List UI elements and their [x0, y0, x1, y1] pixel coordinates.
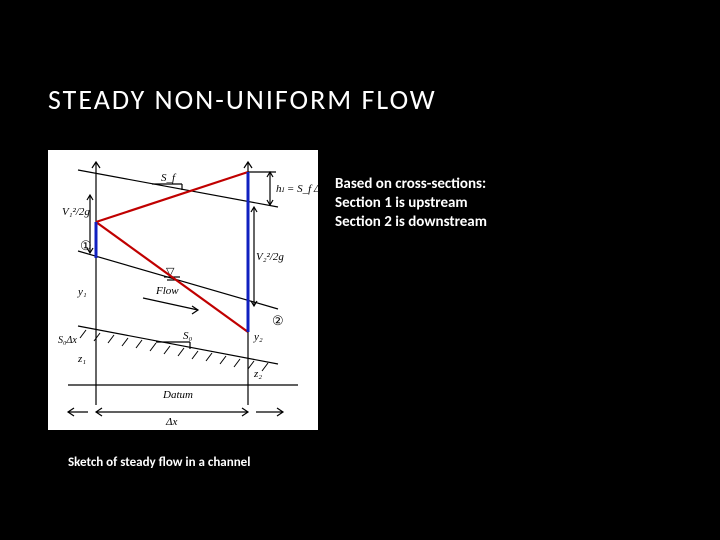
so-label: S₀ — [183, 330, 193, 342]
flow-label: Flow — [155, 285, 179, 297]
page-title: STEADY NON-UNIFORM FLOW — [48, 82, 437, 117]
hl-label: hₗ = S_f Δx — [276, 183, 318, 195]
desc-line-3: Section 2 is downstream — [335, 213, 487, 232]
desc-line-1: Based on cross-sections: — [335, 175, 487, 194]
sf-label: S_f — [161, 172, 177, 184]
description-block: Based on cross-sections: Section 1 is up… — [335, 175, 487, 231]
z2-label: z₂ — [253, 368, 262, 380]
v1sq-label: V₁²/2g — [62, 206, 90, 218]
slide: STEADY NON-UNIFORM FLOW Datum — [0, 0, 720, 540]
datum-label: Datum — [162, 389, 193, 401]
dx-label: Δx — [165, 416, 177, 428]
desc-line-2: Section 1 is upstream — [335, 194, 487, 213]
y2-label: y₂ — [253, 331, 263, 343]
v2sq-label: V₂²/2g — [256, 251, 284, 263]
section-2-marker: ② — [272, 313, 284, 328]
overlay-edge-diag — [96, 222, 248, 332]
section-1-marker: ① — [80, 238, 92, 253]
flow-diagram: Datum — [48, 150, 318, 430]
diagram-caption: Sketch of steady flow in a channel — [68, 455, 250, 470]
so-dx-label: S₀Δx — [58, 335, 77, 346]
z1-label: z₁ — [77, 353, 86, 365]
y1-label: y₁ — [77, 286, 87, 298]
